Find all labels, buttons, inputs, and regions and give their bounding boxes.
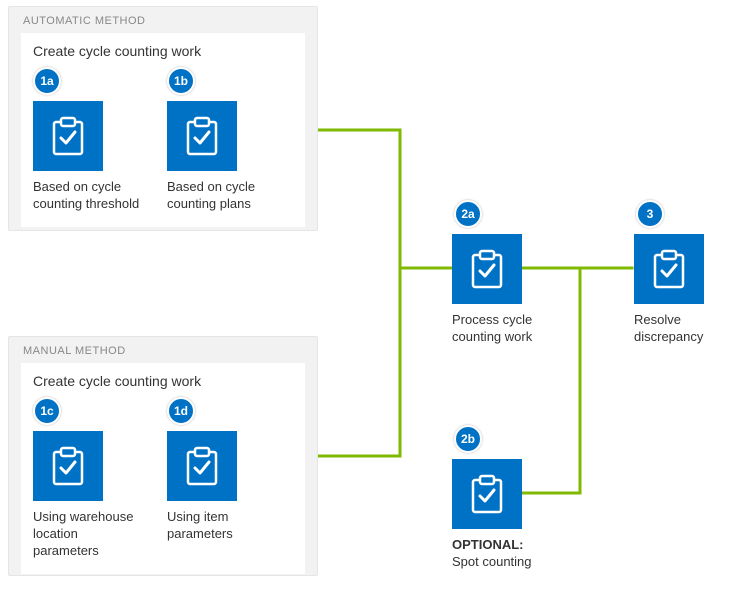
badge-3: 3 xyxy=(636,200,664,228)
tile-1b xyxy=(167,101,237,171)
tile-2b xyxy=(452,459,522,529)
tile-1a xyxy=(33,101,103,171)
tile-1d xyxy=(167,431,237,501)
step-1c: 1c Using warehouse location parameters xyxy=(33,397,141,560)
badge-1a: 1a xyxy=(33,67,61,95)
label-2b: OPTIONAL: Spot counting xyxy=(452,537,562,571)
connector-line xyxy=(318,130,452,268)
label-1d: Using item parameters xyxy=(167,509,275,543)
badge-2a: 2a xyxy=(454,200,482,228)
panel-inner-manual: Create cycle counting work 1c Using ware… xyxy=(21,363,305,574)
tile-2a xyxy=(452,234,522,304)
label-2b-lead: OPTIONAL: xyxy=(452,537,524,552)
panel-automatic-method: AUTOMATIC METHOD Create cycle counting w… xyxy=(8,6,318,231)
label-1c: Using warehouse location parameters xyxy=(33,509,141,560)
panel-title-manual: Create cycle counting work xyxy=(33,373,293,389)
label-2b-text: Spot counting xyxy=(452,554,532,569)
step-3: 3 Resolve discrepancy xyxy=(634,200,735,346)
label-2a: Process cycle counting work xyxy=(452,312,562,346)
step-2b: 2b OPTIONAL: Spot counting xyxy=(452,425,562,571)
label-1a: Based on cycle counting threshold xyxy=(33,179,141,213)
panel-inner-automatic: Create cycle counting work 1a Based on c… xyxy=(21,33,305,227)
tile-3 xyxy=(634,234,704,304)
panel-title-automatic: Create cycle counting work xyxy=(33,43,293,59)
label-3: Resolve discrepancy xyxy=(634,312,735,346)
step-1d: 1d Using item parameters xyxy=(167,397,275,560)
panel-manual-method: MANUAL METHOD Create cycle counting work… xyxy=(8,336,318,576)
badge-2b: 2b xyxy=(454,425,482,453)
connector-line xyxy=(318,268,452,456)
step-1a: 1a Based on cycle counting threshold xyxy=(33,67,141,213)
step-2a: 2a Process cycle counting work xyxy=(452,200,562,346)
badge-1b: 1b xyxy=(167,67,195,95)
panel-header-automatic: AUTOMATIC METHOD xyxy=(9,7,317,29)
panel-header-manual: MANUAL METHOD xyxy=(9,337,317,359)
tile-1c xyxy=(33,431,103,501)
label-1b: Based on cycle counting plans xyxy=(167,179,275,213)
badge-1c: 1c xyxy=(33,397,61,425)
badge-1d: 1d xyxy=(167,397,195,425)
step-1b: 1b Based on cycle counting plans xyxy=(167,67,275,213)
